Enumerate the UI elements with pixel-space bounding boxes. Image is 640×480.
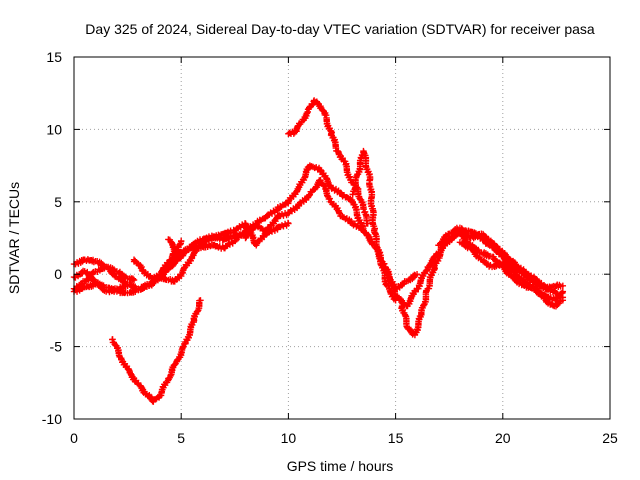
series-markers: [109, 297, 204, 405]
x-tick-label: 0: [70, 430, 78, 446]
x-tick-label: 15: [388, 430, 404, 446]
data-layer: [70, 97, 567, 405]
grid: [74, 57, 610, 419]
y-tick-label: -5: [50, 339, 63, 355]
series-markers: [456, 239, 567, 310]
tick-layer: 0 5 10 15 20 25 -10 -5 0 5 10 15: [42, 49, 618, 446]
y-tick-label: 15: [46, 49, 62, 65]
series-track-7: [165, 236, 185, 256]
series-markers: [165, 236, 185, 256]
y-tick-label: -10: [42, 411, 62, 427]
series-track-13: [435, 224, 567, 301]
series-track-11: [349, 147, 399, 304]
series-track-9: [242, 162, 567, 310]
plot-frame: [73, 56, 611, 420]
y-axis-label: SDTVAR / TECUs: [6, 182, 22, 294]
y-tick-label: 0: [54, 266, 62, 282]
x-tick-label: 5: [177, 430, 185, 446]
x-tick-label: 25: [602, 430, 618, 446]
series-track-8: [109, 297, 204, 405]
x-axis-label: GPS time / hours: [287, 458, 394, 474]
series-markers: [242, 162, 567, 310]
x-tick-label: 10: [281, 430, 297, 446]
chart-title: Day 325 of 2024, Sidereal Day-to-day VTE…: [85, 21, 595, 37]
series-track-14: [456, 239, 567, 310]
y-tick-label: 10: [46, 121, 62, 137]
x-tick-label: 20: [495, 430, 511, 446]
series-markers: [349, 147, 399, 304]
series-markers: [435, 224, 567, 301]
y-tick-label: 5: [54, 194, 62, 210]
